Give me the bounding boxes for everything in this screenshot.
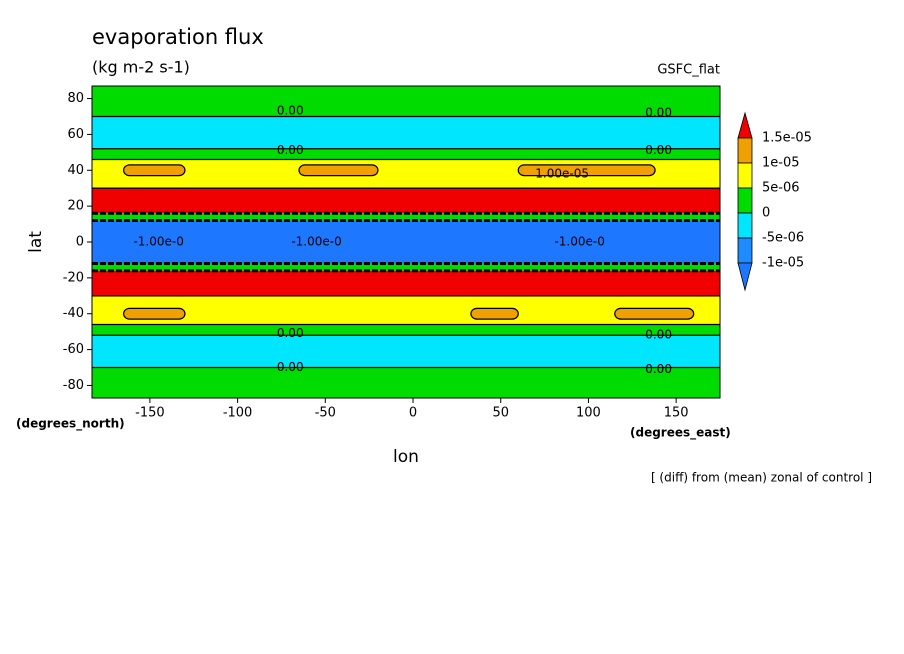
x-tick-label: -50 — [315, 406, 336, 421]
contour-label: 0.00 — [645, 362, 672, 376]
contour-band — [92, 220, 720, 264]
y-tick-label: 60 — [67, 127, 84, 142]
x-tick-label: -150 — [135, 406, 165, 421]
colorbar-cap — [737, 262, 753, 292]
colorbar-cap — [737, 111, 753, 139]
contour-patch — [470, 307, 519, 320]
colorbar-label: 5e-06 — [762, 181, 800, 196]
x-tick-label: 50 — [492, 406, 509, 421]
source: GSFC_flat — [657, 63, 720, 78]
contour-band — [92, 148, 720, 160]
chart-subtitle: (kg m-2 s-1) — [92, 58, 190, 77]
contour-label: -1.00e-0 — [133, 235, 183, 249]
contour-band — [92, 86, 720, 117]
contour-band — [92, 263, 720, 271]
x-tick-label: 0 — [409, 406, 417, 421]
contour-band — [92, 270, 720, 296]
colorbar-box — [737, 187, 753, 214]
contour-label: 0.00 — [277, 360, 304, 374]
y-tick-label: 40 — [67, 163, 84, 178]
y-tick-label: -20 — [63, 270, 84, 285]
colorbar-label: -1e-05 — [762, 256, 804, 271]
contour-patch — [122, 307, 186, 320]
contour-patch — [122, 164, 186, 177]
contour-label: 0.00 — [277, 104, 304, 118]
y-tick-label: 80 — [67, 91, 84, 106]
contour-patch — [614, 307, 695, 320]
y-tick-label: -60 — [63, 342, 84, 357]
contour-label: -1.00e-0 — [554, 235, 604, 249]
contour-band — [92, 213, 720, 221]
contour-band — [92, 335, 720, 368]
contour-band — [92, 367, 720, 398]
x-tick-label: -100 — [223, 406, 253, 421]
y-axis-label: lat — [26, 231, 46, 253]
x-axis-label: lon — [393, 447, 419, 467]
contour-label: 0.00 — [645, 105, 672, 119]
contour-patch — [298, 164, 379, 177]
y-units: (degrees_north) — [16, 417, 125, 432]
x-tick-label: 150 — [664, 406, 689, 421]
contour-label: 1.00e-05 — [535, 166, 589, 180]
contour-label: -1.00e-0 — [291, 235, 341, 249]
colorbar-label: 1.5e-05 — [762, 131, 812, 146]
y-tick-label: 20 — [67, 199, 84, 214]
colorbar-box — [737, 237, 753, 264]
colorbar-box — [737, 137, 753, 164]
x-tick-label: 100 — [576, 406, 601, 421]
colorbar-box — [737, 162, 753, 189]
contour-band — [92, 188, 720, 214]
contour-label: 0.00 — [645, 143, 672, 157]
y-tick-label: 0 — [76, 235, 84, 250]
x-units: (degrees_east) — [630, 426, 731, 441]
colorbar-label: 0 — [762, 206, 770, 221]
note: [ (diff) from (mean) zonal of control ] — [651, 471, 872, 485]
colorbar-label: -5e-06 — [762, 231, 804, 246]
contour-label: 0.00 — [277, 326, 304, 340]
colorbar-box — [737, 212, 753, 239]
colorbar-label: 1e-05 — [762, 156, 800, 171]
contour-band — [92, 324, 720, 336]
contour-band — [92, 116, 720, 149]
contour-label: 0.00 — [277, 143, 304, 157]
y-tick-label: -80 — [63, 378, 84, 393]
contour-patch — [517, 164, 656, 177]
contour-label: 0.00 — [645, 328, 672, 342]
y-tick-label: -40 — [63, 306, 84, 321]
chart-title: evaporation flux — [92, 25, 264, 49]
contour-band — [92, 295, 720, 325]
